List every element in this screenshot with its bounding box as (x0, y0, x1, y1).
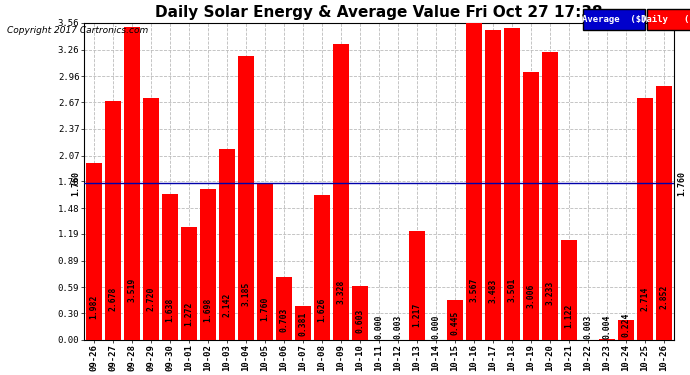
Text: 3.567: 3.567 (469, 278, 478, 302)
Bar (352, 286, 368, 340)
Text: 1.638: 1.638 (166, 298, 175, 322)
Text: 2.678: 2.678 (108, 287, 117, 311)
Text: 0.003: 0.003 (583, 315, 592, 339)
Text: Copyright 2017 Cartronics.com: Copyright 2017 Cartronics.com (7, 26, 148, 35)
Title: Daily Solar Energy & Average Value Fri Oct 27 17:38: Daily Solar Energy & Average Value Fri O… (155, 5, 602, 20)
Text: 0.004: 0.004 (602, 315, 611, 339)
Text: 1.760: 1.760 (72, 171, 81, 196)
Text: 1.698: 1.698 (204, 297, 213, 322)
Text: 0.003: 0.003 (393, 315, 402, 339)
Bar (333, 44, 349, 340)
Bar (295, 306, 311, 340)
Bar (162, 194, 178, 340)
Text: Average  ($): Average ($) (582, 15, 647, 24)
Text: 3.328: 3.328 (337, 280, 346, 304)
Text: 2.852: 2.852 (660, 285, 669, 309)
Bar (656, 86, 672, 340)
Bar (219, 149, 235, 340)
Bar (561, 240, 577, 340)
Bar (447, 300, 463, 340)
Text: 0.224: 0.224 (621, 313, 631, 338)
Text: 0.703: 0.703 (279, 308, 288, 332)
Text: 0.000: 0.000 (431, 315, 440, 339)
Bar (523, 72, 539, 340)
Text: 3.233: 3.233 (545, 281, 554, 305)
Bar (542, 52, 558, 340)
Text: 1.122: 1.122 (564, 303, 573, 328)
Text: 1.217: 1.217 (413, 302, 422, 327)
Text: 0.445: 0.445 (451, 310, 460, 335)
Bar (618, 320, 634, 340)
Bar (637, 98, 653, 340)
Bar (504, 28, 520, 340)
Bar (143, 98, 159, 340)
Bar (485, 30, 501, 340)
Text: 3.185: 3.185 (241, 281, 250, 306)
Text: 1.760: 1.760 (260, 297, 269, 321)
Text: 2.142: 2.142 (222, 292, 231, 317)
Bar (466, 22, 482, 340)
Bar (181, 226, 197, 340)
Bar (408, 231, 425, 340)
Text: 0.000: 0.000 (375, 315, 384, 339)
Text: 2.720: 2.720 (146, 286, 155, 311)
Bar (200, 189, 216, 340)
Text: 1.272: 1.272 (184, 302, 193, 326)
Text: 1.760: 1.760 (677, 171, 686, 196)
Text: 0.603: 0.603 (355, 309, 364, 333)
Text: Daily   ($): Daily ($) (641, 15, 690, 24)
Bar (257, 183, 273, 340)
Text: 3.483: 3.483 (489, 278, 497, 303)
Text: 1.626: 1.626 (317, 298, 326, 322)
Text: 0.381: 0.381 (298, 311, 308, 336)
Bar (105, 101, 121, 340)
Bar (314, 195, 330, 340)
Bar (238, 56, 254, 340)
Bar (86, 164, 102, 340)
Text: 3.519: 3.519 (128, 278, 137, 302)
Bar (124, 27, 140, 340)
Text: 3.006: 3.006 (526, 283, 535, 308)
Bar (276, 277, 292, 340)
Text: 1.982: 1.982 (90, 294, 99, 319)
Text: 3.501: 3.501 (507, 278, 516, 302)
Text: 2.714: 2.714 (640, 286, 649, 311)
